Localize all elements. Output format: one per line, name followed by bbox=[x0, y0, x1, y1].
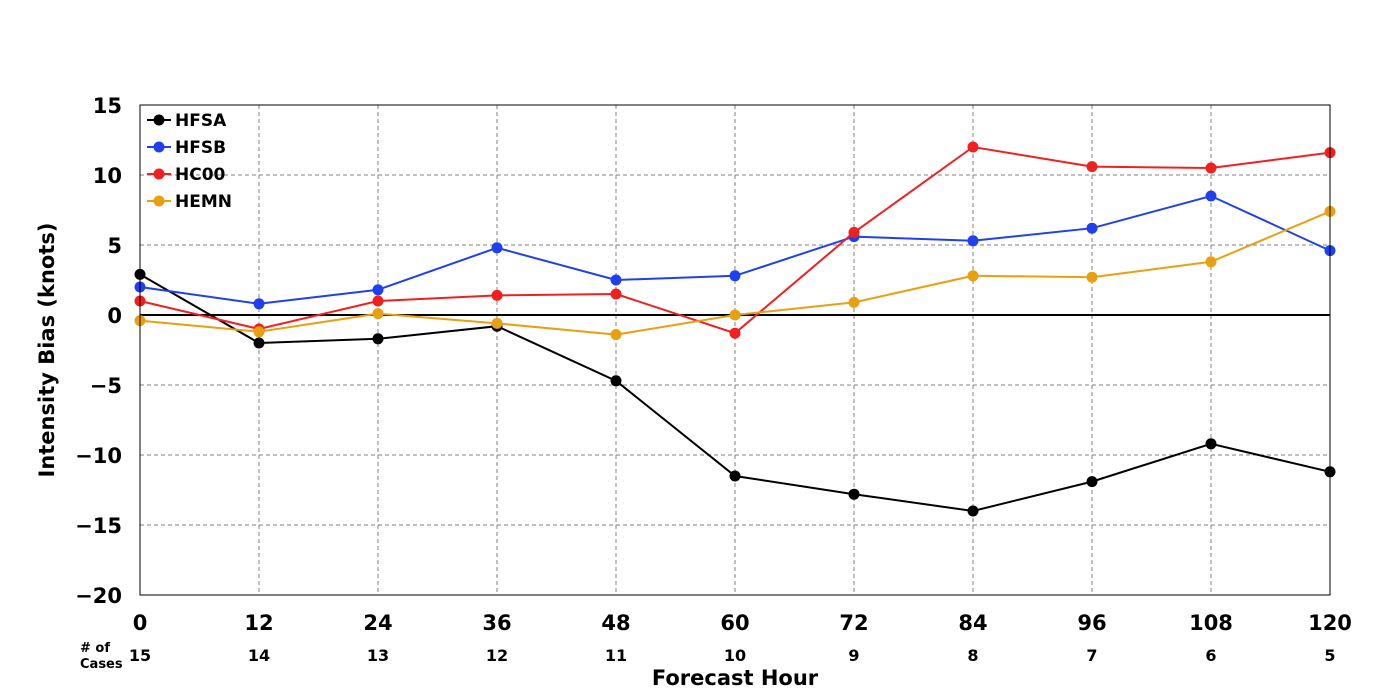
data-point bbox=[967, 270, 979, 282]
x-tick-label: 24 bbox=[363, 611, 392, 635]
x-tick-label: 60 bbox=[720, 611, 749, 635]
x-tick-label: 36 bbox=[482, 611, 511, 635]
data-point bbox=[1205, 256, 1217, 268]
x-tick-label: 0 bbox=[133, 611, 148, 635]
data-point bbox=[372, 284, 384, 296]
cases-title: Cases bbox=[80, 657, 123, 672]
x-tick-label: 12 bbox=[244, 611, 273, 635]
case-count: 10 bbox=[724, 646, 746, 665]
data-point bbox=[1205, 162, 1217, 174]
x-tick-labels: 0 12 24 36 48 60 72 84 96 108 120 bbox=[133, 611, 1352, 635]
y-tick-label: 15 bbox=[93, 94, 122, 118]
data-point bbox=[967, 141, 979, 153]
data-point bbox=[729, 327, 741, 339]
data-point bbox=[253, 337, 265, 349]
data-point bbox=[1086, 161, 1098, 173]
case-count: 8 bbox=[967, 646, 978, 665]
data-point bbox=[372, 295, 384, 307]
legend-marker bbox=[153, 195, 165, 207]
series-hc00 bbox=[134, 141, 1336, 339]
case-count: 13 bbox=[367, 646, 389, 665]
legend-label: HC00 bbox=[175, 165, 226, 185]
legend-marker bbox=[153, 141, 165, 153]
data-point bbox=[967, 235, 979, 247]
data-point bbox=[491, 317, 503, 329]
data-point bbox=[967, 505, 979, 517]
data-point bbox=[1086, 222, 1098, 234]
x-tick-label: 84 bbox=[958, 611, 987, 635]
data-point bbox=[1086, 476, 1098, 488]
series-hemn bbox=[134, 205, 1336, 341]
data-point bbox=[372, 333, 384, 345]
data-point bbox=[729, 270, 741, 282]
y-tick-label: 5 bbox=[107, 234, 122, 258]
x-tick-label: 108 bbox=[1189, 611, 1233, 635]
y-tick-label: −5 bbox=[90, 374, 122, 398]
data-point bbox=[1086, 271, 1098, 283]
y-tick-label: −15 bbox=[75, 514, 122, 538]
data-point bbox=[1205, 438, 1217, 450]
legend-label: HFSB bbox=[175, 138, 226, 158]
x-tick-label: 96 bbox=[1077, 611, 1106, 635]
x-axis-title: Forecast Hour bbox=[652, 666, 819, 690]
data-point bbox=[848, 296, 860, 308]
case-count: 11 bbox=[605, 646, 627, 665]
x-tick-label: 72 bbox=[839, 611, 868, 635]
y-tick-labels: 15 10 5 0 −5 −10 −15 −20 bbox=[75, 94, 122, 608]
case-count: 14 bbox=[248, 646, 270, 665]
legend-marker bbox=[153, 168, 165, 180]
case-count: 15 bbox=[129, 646, 151, 665]
legend-item-hemn: HEMN bbox=[147, 192, 232, 212]
series-hfsa bbox=[134, 268, 1336, 517]
legend-label: HFSA bbox=[175, 111, 227, 131]
data-point bbox=[491, 242, 503, 254]
legend-item-hfsa: HFSA bbox=[147, 111, 227, 131]
data-point bbox=[1205, 190, 1217, 202]
case-count: 5 bbox=[1324, 646, 1335, 665]
data-point bbox=[253, 298, 265, 310]
series-lines bbox=[134, 141, 1336, 517]
x-tick-label: 120 bbox=[1308, 611, 1352, 635]
case-count: 6 bbox=[1205, 646, 1216, 665]
legend-marker bbox=[153, 114, 165, 126]
legend: HFSA HFSB HC00 HEMN bbox=[147, 111, 232, 212]
legend-label: HEMN bbox=[175, 192, 232, 212]
y-tick-label: −20 bbox=[75, 584, 122, 608]
data-point bbox=[253, 326, 265, 338]
y-tick-label: −10 bbox=[75, 444, 122, 468]
data-point bbox=[610, 375, 622, 387]
legend-item-hc00: HC00 bbox=[147, 165, 226, 185]
case-count: 9 bbox=[848, 646, 859, 665]
data-point bbox=[729, 470, 741, 482]
cases-title: # of bbox=[80, 641, 110, 656]
data-point bbox=[610, 288, 622, 300]
data-point bbox=[848, 226, 860, 238]
y-tick-label: 0 bbox=[107, 304, 122, 328]
case-count: 12 bbox=[486, 646, 508, 665]
data-point bbox=[610, 274, 622, 286]
series-hfsb bbox=[134, 190, 1336, 310]
data-point bbox=[848, 488, 860, 500]
grid-lines bbox=[140, 105, 1330, 595]
data-point bbox=[729, 309, 741, 321]
legend-item-hfsb: HFSB bbox=[147, 138, 226, 158]
y-tick-label: 10 bbox=[93, 164, 122, 188]
case-count: 7 bbox=[1086, 646, 1097, 665]
y-axis-title: Intensity Bias (knots) bbox=[35, 223, 59, 478]
data-point bbox=[610, 329, 622, 341]
data-point bbox=[491, 289, 503, 301]
x-tick-label: 48 bbox=[601, 611, 630, 635]
plot-frame bbox=[139, 104, 1331, 596]
data-point bbox=[372, 308, 384, 320]
